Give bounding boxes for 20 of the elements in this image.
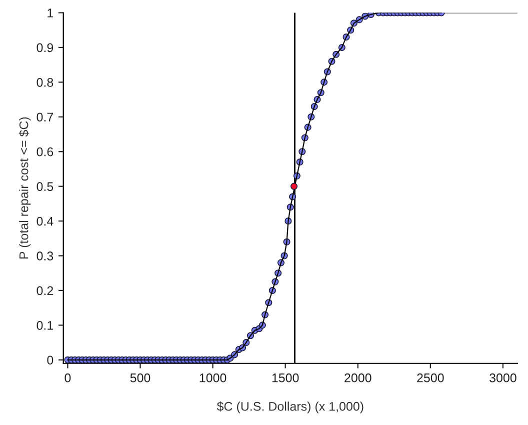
y-tick-label: 0.9 — [36, 43, 54, 52]
y-axis-title: P (total repair cost <= $C) — [18, 117, 31, 258]
y-tick-label: 0.6 — [36, 147, 54, 156]
x-tick-label: 0 — [64, 373, 71, 382]
x-tick-label: 1500 — [272, 373, 299, 382]
x-tick-label: 3000 — [490, 373, 516, 382]
y-tick-label: 0.4 — [36, 216, 54, 226]
y-tick-label: 0.7 — [36, 112, 54, 122]
x-tick-label: 500 — [130, 373, 150, 382]
x-tick-label: 2000 — [344, 373, 372, 382]
x-tick-label: 1000 — [200, 373, 226, 382]
y-tick-label: 0 — [47, 356, 54, 365]
x-tick-label: 2500 — [417, 373, 444, 382]
y-tick-label: 0.5 — [36, 182, 54, 191]
y-tick-label: 1 — [48, 8, 54, 18]
y-tick-label: 0.2 — [36, 286, 54, 296]
x-axis-title: $C (U.S. Dollars) (x 1,000) — [216, 401, 364, 414]
y-tick-label: 0.8 — [36, 78, 54, 87]
y-tick-label: 0.3 — [36, 252, 54, 260]
y-tick-label: 0.1 — [36, 320, 54, 330]
